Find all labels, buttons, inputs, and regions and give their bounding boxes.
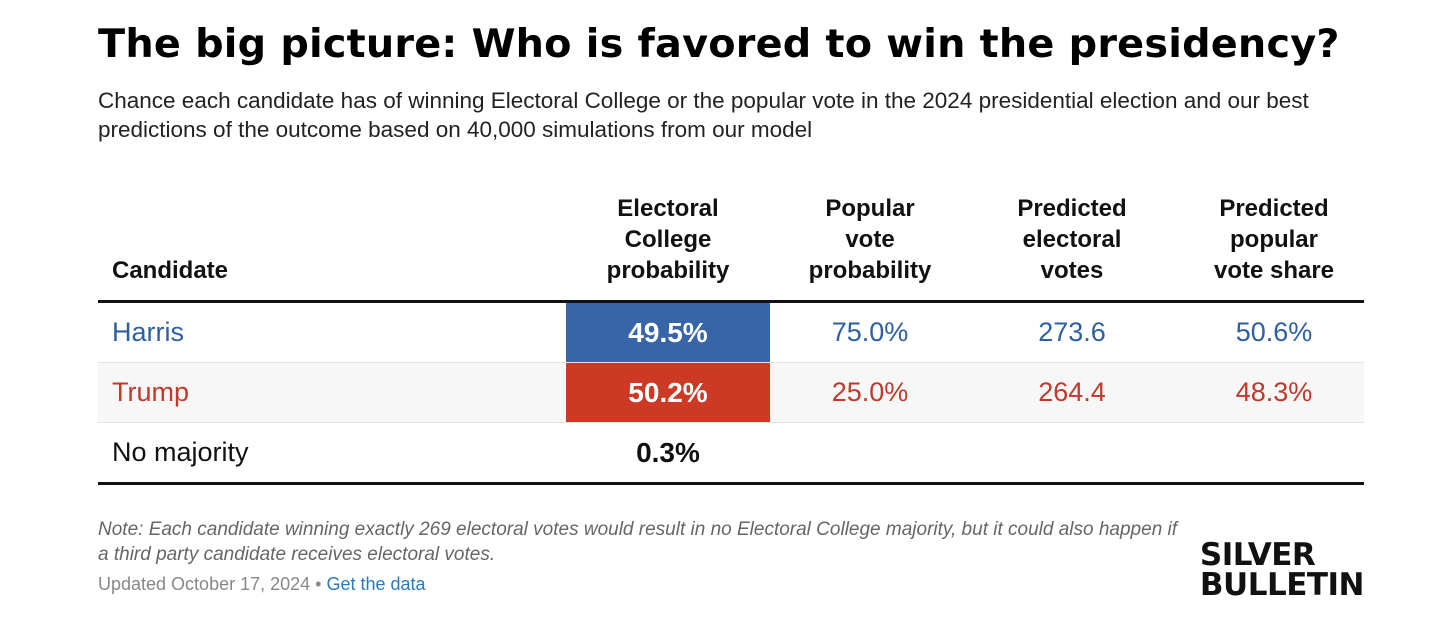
get-data-link[interactable]: Get the data — [326, 574, 426, 594]
candidate-name: No majority — [112, 437, 249, 467]
predicted-ev-cell: 264.4 — [1038, 377, 1106, 407]
header-ec-probability-label: Electoral College probability — [606, 195, 730, 284]
table-header: Candidate Electoral College probability … — [98, 190, 1364, 303]
table-row-no-majority: No majority 0.3% — [98, 423, 1364, 485]
popular-probability-cell: 25.0% — [831, 377, 909, 407]
header-candidate: Candidate — [112, 257, 229, 284]
footnote: Note: Each candidate winning exactly 269… — [98, 519, 1178, 565]
header-popular-probability-label: Popular vote probability — [808, 195, 932, 284]
forecast-table: Candidate Electoral College probability … — [98, 190, 1364, 485]
silver-bulletin-logo: SILVER BULLETIN — [1199, 537, 1365, 603]
header-ec-probability: Electoral College probability — [566, 193, 770, 286]
ec-probability-cell: 0.3% — [636, 436, 700, 468]
table-row-trump: Trump 50.2% 25.0% 264.4 48.3% — [98, 363, 1364, 423]
predicted-share-cell: 50.6% — [1235, 317, 1313, 347]
chart-title: The big picture: Who is favored to win t… — [98, 22, 1340, 67]
predicted-share-cell: 48.3% — [1235, 377, 1313, 407]
separator-dot: • — [315, 574, 322, 594]
chart-subtitle: Chance each candidate has of winning Ele… — [98, 88, 1309, 142]
updated-date: Updated October 17, 2024 — [98, 574, 311, 594]
popular-probability-cell: 75.0% — [831, 317, 909, 347]
header-predicted-share: Predicted popular vote share — [1174, 193, 1374, 286]
table-row-harris: Harris 49.5% 75.0% 273.6 50.6% — [98, 303, 1364, 363]
header-popular-probability: Popular vote probability — [770, 193, 970, 286]
candidate-name: Harris — [112, 317, 184, 347]
logo-line-1: SILVER — [1199, 537, 1316, 573]
ec-probability-cell: 49.5% — [566, 303, 770, 362]
logo-line-2: BULLETIN — [1199, 567, 1365, 603]
updated-line: Updated October 17, 2024 • Get the data — [98, 574, 426, 595]
header-predicted-ev: Predicted electoral votes — [972, 193, 1172, 286]
candidate-name: Trump — [112, 377, 190, 407]
predicted-ev-cell: 273.6 — [1038, 317, 1106, 347]
header-predicted-share-label: Predicted popular vote share — [1213, 195, 1335, 284]
header-predicted-ev-label: Predicted electoral votes — [1017, 195, 1127, 284]
ec-probability-cell: 50.2% — [566, 363, 770, 422]
